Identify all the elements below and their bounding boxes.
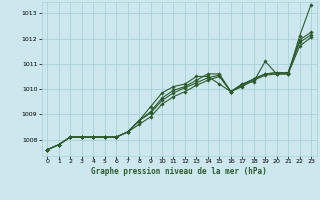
X-axis label: Graphe pression niveau de la mer (hPa): Graphe pression niveau de la mer (hPa) <box>91 167 267 176</box>
